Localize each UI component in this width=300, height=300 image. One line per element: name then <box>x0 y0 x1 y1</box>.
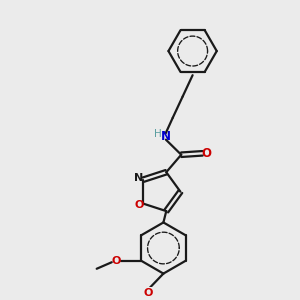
Text: N: N <box>161 130 171 143</box>
Text: O: O <box>143 289 152 298</box>
Text: N: N <box>134 173 143 183</box>
Text: O: O <box>202 147 212 160</box>
Text: O: O <box>111 256 121 266</box>
Text: H: H <box>154 129 162 139</box>
Text: O: O <box>134 200 144 210</box>
